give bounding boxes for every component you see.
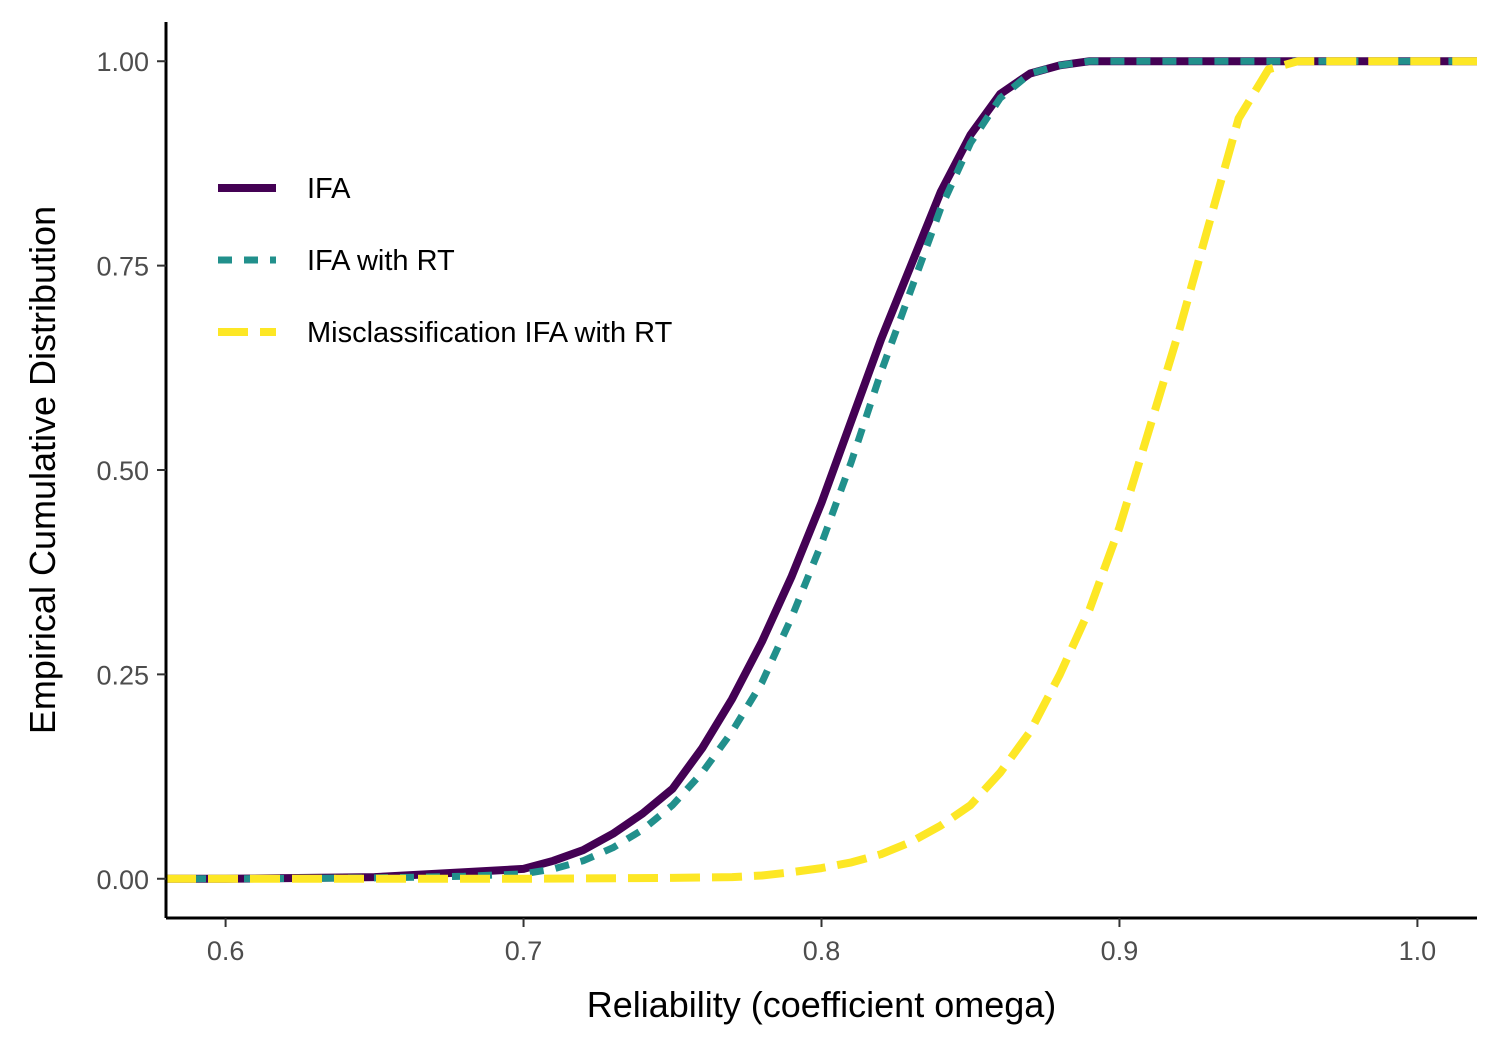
legend-label-1: IFA (307, 173, 351, 205)
legend: IFA IFA with RT Misclassification IFA with… (218, 173, 673, 349)
y-axis-title: Empirical Cumulative Distribution (22, 206, 63, 734)
x-tick-label: 1.0 (1399, 936, 1437, 966)
x-axis-title: Reliability (coefficient omega) (587, 984, 1057, 1025)
y-tick-label: 1.00 (96, 47, 149, 77)
x-tick-label: 0.7 (505, 936, 543, 966)
x-tick-label: 0.8 (803, 936, 841, 966)
legend-label-2: IFA with RT (307, 245, 455, 277)
series-line-1 (166, 57, 1477, 883)
series-layer (166, 57, 1477, 883)
legend-label-3: Misclassification IFA with RT (307, 317, 673, 349)
series-line-2 (166, 57, 1477, 883)
y-tick-label: 0.00 (96, 865, 149, 895)
y-tick-label: 0.75 (96, 252, 149, 282)
y-tick-label: 0.25 (96, 660, 149, 690)
x-tick-label: 0.6 (207, 936, 245, 966)
x-tick-label: 0.9 (1101, 936, 1139, 966)
axes-layer: 0.6 0.7 0.8 0.9 1.0 0.00 0.25 0.50 0.75 1.00 (96, 22, 1477, 966)
y-tick-label: 0.50 (96, 456, 149, 486)
series-line-3 (166, 57, 1477, 883)
